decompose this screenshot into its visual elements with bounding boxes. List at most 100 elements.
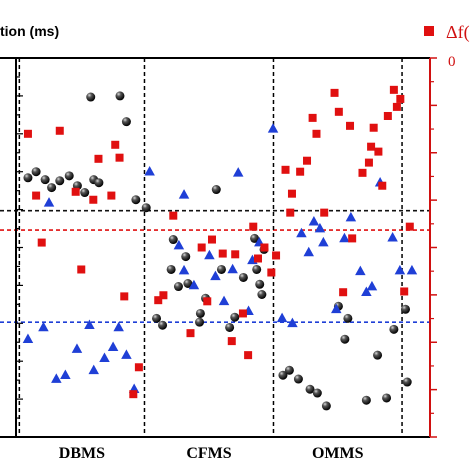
point-square — [358, 168, 367, 177]
point-triangle — [60, 369, 71, 380]
point-square — [134, 363, 143, 372]
point-sphere — [158, 320, 168, 330]
point-triangle — [121, 349, 132, 359]
point-square — [218, 249, 227, 258]
point-triangle — [144, 166, 155, 176]
point-triangle — [406, 264, 418, 275]
point-square — [374, 147, 383, 156]
point-square — [159, 291, 168, 300]
right-axis-ticks — [430, 57, 437, 438]
point-triangle — [38, 321, 49, 332]
y-axis-label: tion (ms) — [0, 23, 59, 39]
point-square — [348, 234, 357, 243]
point-square — [77, 265, 86, 274]
point-sphere — [94, 178, 104, 188]
data-markers — [22, 85, 418, 411]
point-sphere — [389, 324, 399, 334]
point-triangle — [276, 312, 288, 323]
point-square — [392, 102, 401, 111]
point-square — [207, 235, 216, 244]
point-square — [231, 250, 240, 259]
point-triangle — [173, 239, 185, 250]
point-sphere — [47, 183, 57, 193]
point-triangle — [345, 211, 357, 222]
point-triangle — [178, 189, 190, 199]
point-sphere — [173, 282, 183, 292]
point-sphere — [195, 308, 205, 318]
point-square — [203, 297, 212, 306]
point-triangle — [314, 222, 326, 233]
point-square — [281, 165, 290, 174]
point-square — [89, 195, 98, 204]
category-label-cfms: CFMS — [186, 445, 231, 462]
reference-lines — [0, 209, 430, 323]
point-square — [334, 107, 343, 116]
point-square — [71, 187, 80, 196]
category-labels: DBMS CFMS OMMS — [59, 445, 364, 462]
point-sphere — [23, 173, 33, 183]
point-sphere — [168, 235, 178, 245]
point-square — [346, 121, 355, 130]
point-triangle — [218, 295, 230, 306]
point-square — [267, 268, 276, 277]
point-square — [154, 296, 163, 305]
point-square — [107, 191, 116, 200]
point-sphere — [373, 350, 383, 360]
point-triangle — [355, 265, 366, 276]
point-triangle — [227, 263, 238, 274]
point-square — [396, 94, 405, 103]
point-triangle — [88, 364, 99, 375]
point-sphere — [40, 175, 50, 185]
point-triangle — [210, 270, 221, 281]
point-square — [197, 243, 206, 252]
point-square — [330, 88, 339, 97]
point-square — [296, 167, 305, 176]
point-square — [383, 111, 392, 120]
point-triangle — [366, 280, 378, 291]
point-sphere — [305, 384, 315, 394]
point-sphere — [343, 313, 353, 323]
point-triangle — [287, 317, 298, 328]
point-square — [23, 129, 32, 138]
point-sphere — [31, 167, 41, 177]
point-square — [120, 292, 129, 301]
point-sphere — [131, 195, 141, 205]
point-square — [405, 222, 414, 231]
point-sphere — [55, 176, 65, 186]
point-triangle — [22, 333, 34, 344]
point-square — [238, 309, 247, 318]
legend-label: Δf( — [446, 22, 470, 43]
point-sphere — [183, 279, 193, 289]
point-square — [227, 337, 236, 346]
point-square — [320, 208, 329, 217]
point-square — [186, 329, 195, 338]
point-sphere — [284, 365, 294, 375]
point-triangle — [296, 227, 307, 238]
left-axis-ticks — [16, 57, 23, 438]
section-dividers — [18, 58, 403, 437]
point-square — [364, 158, 373, 167]
point-sphere — [141, 203, 151, 213]
point-sphere — [312, 388, 322, 398]
point-sphere — [278, 370, 288, 380]
point-square — [169, 211, 178, 220]
point-triangle — [71, 343, 83, 353]
point-sphere — [86, 92, 96, 102]
point-triangle — [318, 236, 329, 247]
point-triangle — [188, 279, 200, 290]
category-label-dbms: DBMS — [59, 445, 105, 462]
point-triangle — [361, 286, 372, 297]
point-triangle — [308, 216, 320, 226]
point-triangle — [339, 232, 350, 243]
point-square — [115, 153, 124, 162]
point-triangle — [99, 352, 110, 362]
point-sphere — [225, 322, 235, 332]
point-sphere — [238, 272, 248, 282]
point-sphere — [293, 374, 303, 384]
point-sphere — [250, 233, 260, 243]
point-triangle — [303, 246, 314, 257]
point-sphere — [64, 171, 74, 181]
point-square — [339, 288, 348, 297]
point-triangle — [178, 264, 190, 275]
point-sphere — [382, 393, 392, 403]
